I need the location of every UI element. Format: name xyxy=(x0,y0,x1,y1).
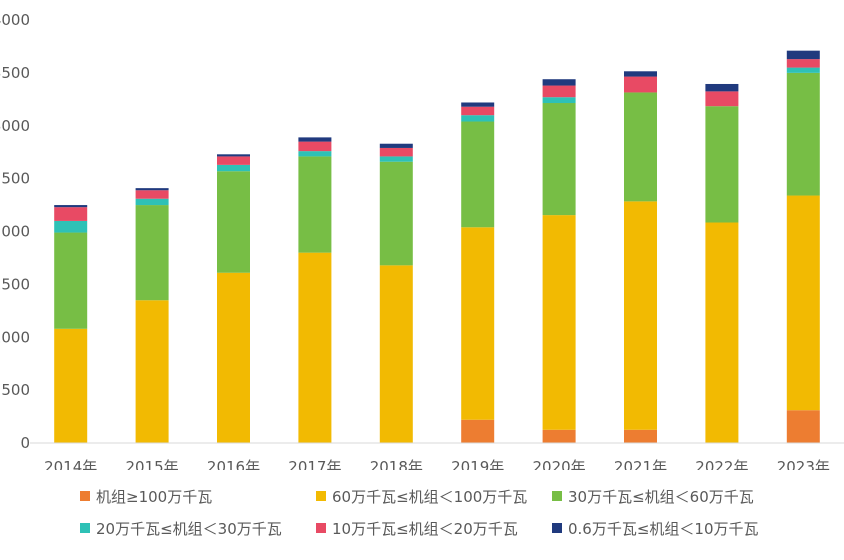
bar-segment xyxy=(461,115,495,122)
bar-segment xyxy=(135,190,169,199)
bar-segment xyxy=(461,106,495,116)
bar-segment xyxy=(298,151,332,157)
y-tick-label: 3500 xyxy=(0,64,30,82)
y-tick-label: 1500 xyxy=(0,275,30,293)
bar-stacks xyxy=(54,50,820,443)
bar-segment xyxy=(461,102,495,107)
bar-segment xyxy=(542,79,576,86)
bar-segment xyxy=(542,429,576,443)
x-tick-label: 2017年 xyxy=(288,458,341,470)
y-tick-label: 3000 xyxy=(0,117,30,135)
bar-segment xyxy=(461,419,495,443)
y-tick-label: 2500 xyxy=(0,170,30,188)
legend-swatch xyxy=(552,523,562,533)
bar-segment xyxy=(461,121,495,228)
legend-swatch xyxy=(80,491,90,501)
bar-segment xyxy=(624,76,657,93)
bar-segment xyxy=(705,222,739,443)
legend-item: 10万千瓦≤机组＜20万千瓦 xyxy=(316,515,518,541)
bar-segment xyxy=(705,91,739,107)
legend-swatch xyxy=(552,491,562,501)
bar-segment xyxy=(786,59,820,68)
legend-item: 0.6万千瓦≤机组＜10万千瓦 xyxy=(552,515,759,541)
x-tick-label: 2020年 xyxy=(533,458,586,470)
x-tick-label: 2019年 xyxy=(451,458,504,470)
bar-segment xyxy=(54,328,88,443)
legend-label: 0.6万千瓦≤机组＜10万千瓦 xyxy=(568,519,759,538)
legend-swatch xyxy=(316,491,326,501)
legend-label: 机组≥100万千瓦 xyxy=(96,487,213,506)
x-tick-label: 2015年 xyxy=(126,458,179,470)
bar-segment xyxy=(217,171,250,273)
y-tick-label: 1000 xyxy=(0,328,30,346)
legend-label: 30万千瓦≤机组＜60万千瓦 xyxy=(568,487,754,506)
bar-segment xyxy=(217,156,250,165)
bar-segment xyxy=(54,205,88,208)
bar-segment xyxy=(379,147,413,157)
x-axis-tick-labels: 2014年 2015年 2016年 2017年 2018年 2019年 2020年 2021年… xyxy=(44,458,830,470)
bar-segment xyxy=(786,72,820,196)
y-tick-label: 0 xyxy=(20,434,30,452)
y-tick-label: 4000 xyxy=(0,11,30,29)
bar-segment xyxy=(217,154,250,157)
legend-label: 10万千瓦≤机组＜20万千瓦 xyxy=(332,519,518,538)
bar-segment xyxy=(542,103,576,216)
bar-segment xyxy=(135,198,169,206)
bar-segment xyxy=(298,141,332,152)
bar-segment xyxy=(786,195,820,411)
legend-item: 60万千瓦≤机组＜100万千瓦 xyxy=(316,483,527,509)
bar-segment xyxy=(624,201,657,430)
bar-segment xyxy=(135,205,169,301)
y-axis-tick-labels: 0 500 1000 1500 2000 2500 3000 3500 4000 xyxy=(0,11,30,452)
legend-swatch xyxy=(316,523,326,533)
bar-segment xyxy=(217,164,250,172)
bar-segment xyxy=(624,71,657,77)
bar-segment xyxy=(54,207,88,221)
bar-segment xyxy=(624,429,657,443)
bar-segment xyxy=(217,272,250,443)
bar-segment xyxy=(135,188,169,191)
bar-segment xyxy=(298,156,332,253)
bar-segment xyxy=(705,106,739,223)
x-tick-label: 2023年 xyxy=(777,458,830,470)
bar-segment xyxy=(705,83,739,92)
bar-segment xyxy=(379,161,413,266)
bar-segment xyxy=(542,215,576,430)
bar-segment xyxy=(379,143,413,148)
x-tick-label: 2014年 xyxy=(44,458,97,470)
bar-segment xyxy=(298,137,332,142)
legend-item: 20万千瓦≤机组＜30万千瓦 xyxy=(80,515,282,541)
bar-segment xyxy=(624,92,657,202)
bar-segment xyxy=(786,410,820,443)
bar-segment xyxy=(542,85,576,98)
legend-item: 机组≥100万千瓦 xyxy=(80,483,212,509)
legend-label: 20万千瓦≤机组＜30万千瓦 xyxy=(96,519,282,538)
bar-segment xyxy=(461,227,495,420)
bar-segment xyxy=(135,300,169,443)
bar-segment xyxy=(786,67,820,73)
bar-segment xyxy=(54,232,88,329)
legend-item: 30万千瓦≤机组＜60万千瓦 xyxy=(552,483,754,509)
bar-segment xyxy=(54,220,88,233)
bar-segment xyxy=(542,97,576,104)
y-tick-label: 500 xyxy=(1,381,30,399)
bar-segment xyxy=(298,252,332,443)
bar-segment xyxy=(379,156,413,162)
legend-label: 60万千瓦≤机组＜100万千瓦 xyxy=(332,487,528,506)
bar-segment xyxy=(786,50,820,60)
legend: 机组≥100万千瓦 60万千瓦≤机组＜100万千瓦 30万千瓦≤机组＜60万千瓦 20… xyxy=(0,488,844,558)
stacked-bar-chart: 05001000150020002500300035004000 2014年20… xyxy=(0,11,844,470)
x-tick-label: 2016年 xyxy=(207,458,260,470)
x-tick-label: 2022年 xyxy=(695,458,748,470)
x-tick-label: 2018年 xyxy=(370,458,423,470)
legend-swatch xyxy=(80,523,90,533)
bar-segment xyxy=(379,265,413,443)
y-tick-label: 2000 xyxy=(0,223,30,241)
x-tick-label: 2021年 xyxy=(614,458,667,470)
